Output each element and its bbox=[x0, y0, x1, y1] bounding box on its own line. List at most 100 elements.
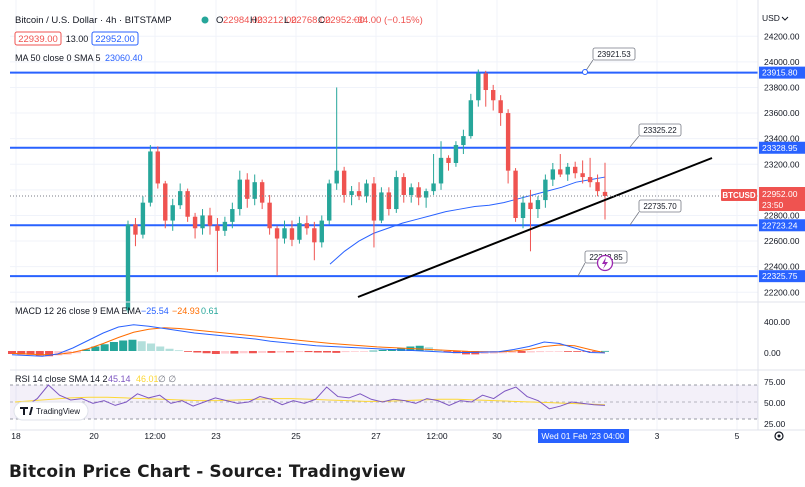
ma50-series bbox=[329, 176, 606, 265]
macd-histogram-bar bbox=[100, 344, 109, 351]
chevron-down-icon[interactable] bbox=[781, 16, 789, 21]
time-tick-label: 27 bbox=[371, 431, 381, 441]
time-tick-label: 25 bbox=[291, 431, 301, 441]
candle-body bbox=[282, 228, 287, 239]
macd-histogram-bar bbox=[248, 351, 257, 354]
price-tick-label: 23800.00 bbox=[764, 82, 800, 92]
level-label-value: 23915.80 bbox=[762, 68, 798, 78]
candle-body bbox=[595, 182, 600, 192]
macd-histogram-bar bbox=[193, 351, 202, 353]
macd-histogram-bar bbox=[258, 351, 267, 353]
macd-tick-0: 0.00 bbox=[764, 348, 781, 358]
ohlc-value: 22768.00 bbox=[291, 15, 331, 26]
candle-body bbox=[371, 183, 377, 221]
candle-body bbox=[416, 187, 421, 198]
macd-histogram-bar bbox=[184, 351, 193, 352]
tradingview-icon bbox=[20, 407, 33, 415]
candle-body bbox=[185, 191, 190, 217]
price-tick-label: 22800.00 bbox=[764, 210, 800, 220]
symbol-title[interactable]: Bitcoin / U.S. Dollar · 4h · BITSTAMP bbox=[15, 15, 172, 26]
rsi-sma-line bbox=[14, 396, 606, 406]
macd-histogram-bar bbox=[285, 351, 294, 353]
last-price-box bbox=[759, 187, 805, 211]
macd-histogram-bar bbox=[313, 351, 322, 353]
candle-body bbox=[498, 100, 503, 114]
time-tick-label: 5 bbox=[735, 431, 740, 441]
time-tick-label: 30 bbox=[492, 431, 502, 441]
candle-series[interactable] bbox=[125, 69, 608, 313]
macd-signal-line bbox=[11, 327, 606, 356]
time-tick-label: 20 bbox=[89, 431, 99, 441]
candle-body bbox=[170, 205, 175, 221]
price-tick-label: 23400.00 bbox=[764, 134, 800, 144]
ohlc-values: O 22984.00H 23212.00L 22768.00C 22952.00 bbox=[216, 15, 365, 26]
candle-body bbox=[438, 157, 444, 184]
candle-body bbox=[125, 224, 131, 311]
rsi-label[interactable]: RSI 14 close SMA 14 2 bbox=[15, 374, 108, 384]
macd-histogram-bar bbox=[360, 351, 369, 352]
macd-tick-400: 400.00 bbox=[764, 317, 790, 327]
candle-body bbox=[513, 170, 518, 219]
spread-value: 13.00 bbox=[66, 34, 89, 44]
level-label-box bbox=[759, 219, 805, 232]
last-price-value: 22952.00 bbox=[762, 189, 798, 199]
level-callout-value: 23921.53 bbox=[597, 50, 631, 59]
ask-box[interactable] bbox=[91, 31, 139, 46]
macd-histogram-bar bbox=[165, 348, 174, 351]
rsi-value: 45.14 bbox=[108, 374, 131, 384]
rsi-sma-value: 46.01 bbox=[136, 374, 159, 384]
candle-body bbox=[267, 202, 272, 229]
candle-body bbox=[364, 183, 369, 197]
level-callout-box bbox=[638, 123, 682, 137]
candle-body bbox=[476, 73, 481, 101]
candle-body bbox=[237, 179, 242, 210]
price-tick-label: 24000.00 bbox=[764, 57, 800, 67]
macd-value-signal: −24.93 bbox=[172, 306, 200, 316]
current-time-badge bbox=[538, 429, 629, 443]
lightning-icon[interactable] bbox=[596, 254, 614, 272]
ohlc-key: H bbox=[250, 15, 257, 26]
candle-body bbox=[140, 202, 146, 235]
price-tick-label: 22200.00 bbox=[764, 287, 800, 297]
macd-histogram-bar bbox=[267, 351, 276, 353]
chart-caption: Bitcoin Price Chart - Source: Tradingvie… bbox=[9, 462, 406, 482]
ma-indicator-value: 23060.40 bbox=[105, 53, 143, 63]
level-label-box bbox=[759, 141, 805, 154]
macd-histogram-bar bbox=[350, 351, 359, 352]
candle-body bbox=[602, 191, 608, 196]
price-tick-label: 23200.00 bbox=[764, 159, 800, 169]
candle-body bbox=[148, 151, 153, 203]
ascending-trendline[interactable] bbox=[357, 157, 713, 298]
macd-histogram-bar bbox=[323, 351, 332, 353]
candle-body bbox=[155, 151, 161, 184]
level-callout-value: 22735.70 bbox=[643, 202, 677, 211]
macd-label[interactable]: MACD 12 26 close 9 EMA EMA bbox=[15, 306, 141, 316]
ma50-line bbox=[329, 176, 606, 265]
macd-histogram-bar bbox=[91, 346, 100, 351]
price-tick-label: 22600.00 bbox=[764, 236, 800, 246]
level-anchor-point[interactable] bbox=[582, 69, 588, 75]
time-tick-label: 18 bbox=[11, 431, 21, 441]
candle-body bbox=[543, 179, 548, 201]
macd-histogram-bar bbox=[137, 341, 146, 351]
candle-body bbox=[177, 191, 183, 206]
candle-body bbox=[572, 166, 578, 174]
macd-histogram-bar bbox=[109, 342, 118, 351]
candle-body bbox=[394, 177, 399, 210]
gear-icon[interactable] bbox=[774, 431, 784, 441]
candle-body bbox=[230, 209, 235, 222]
candle-body bbox=[259, 182, 265, 203]
macd-histogram-bar bbox=[26, 351, 35, 355]
level-price-labels: 23915.80 23328.95 22723.24 22325.75 bbox=[759, 66, 805, 283]
bid-box[interactable] bbox=[14, 31, 62, 46]
time-tick-label: 12:00 bbox=[144, 431, 166, 441]
currency-label[interactable]: USD bbox=[762, 13, 780, 23]
candle-body bbox=[409, 187, 414, 195]
candle-body bbox=[505, 113, 511, 171]
macd-histogram-bar bbox=[45, 351, 54, 357]
candle-body bbox=[349, 191, 354, 195]
candle-body bbox=[133, 224, 138, 235]
ma-indicator-label[interactable]: MA 50 close 0 SMA 5 bbox=[15, 53, 101, 63]
candle-body bbox=[297, 223, 302, 240]
